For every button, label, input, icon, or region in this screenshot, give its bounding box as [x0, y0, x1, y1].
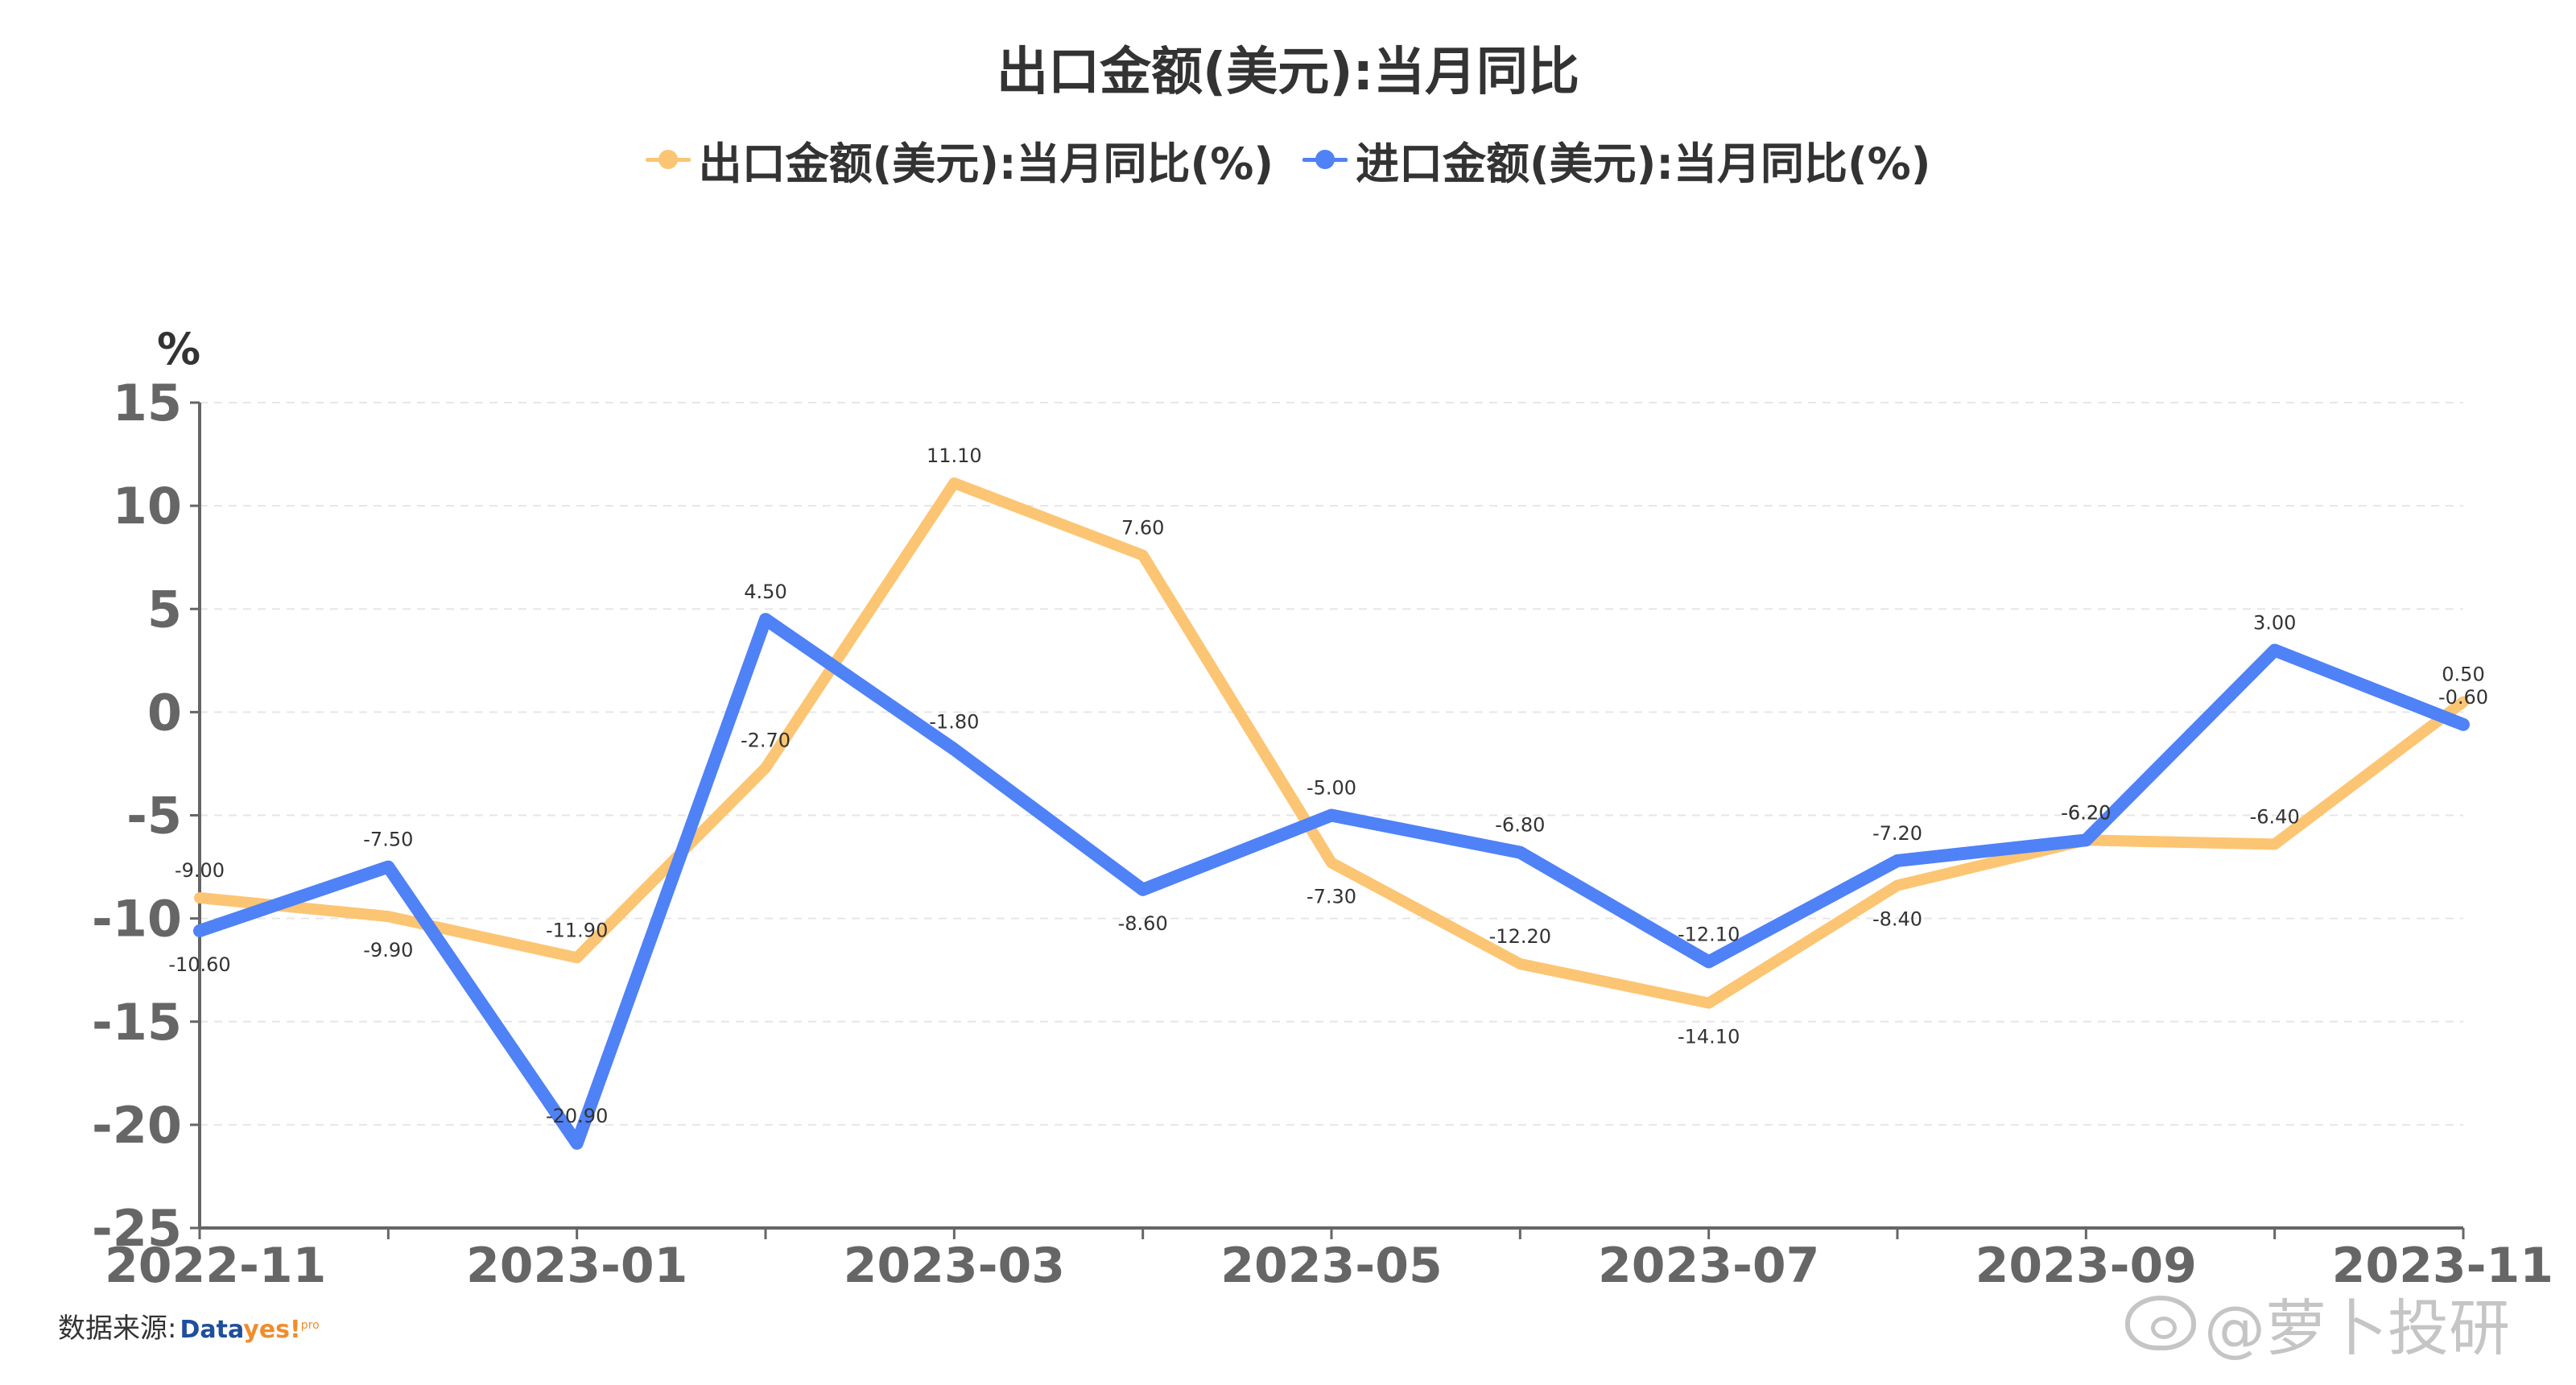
import-data-label: -6.80: [1495, 814, 1545, 837]
y-tick-label: -10: [92, 890, 182, 949]
export-series-line: [194, 477, 2469, 1009]
y-tick-label: -25: [92, 1199, 182, 1258]
watermark: @萝卜投研: [2125, 1279, 2510, 1367]
export-data-label: -7.30: [1307, 885, 1356, 907]
import-series-line: [193, 613, 2470, 1150]
export-data-label: -2.70: [741, 730, 791, 752]
source-brand-logo: Datayes!pro: [180, 1316, 319, 1344]
y-tick-label: -5: [126, 787, 182, 845]
import-data-label: -10.60: [168, 953, 230, 976]
brand-sup: pro: [300, 1319, 320, 1332]
brand-main: Data: [180, 1316, 244, 1344]
legend-swatch-export: [645, 150, 691, 169]
export-data-label: -6.40: [2250, 805, 2300, 828]
brand-accent: yes!: [243, 1316, 301, 1344]
x-tick-label: 2023-01: [466, 1238, 687, 1294]
legend-swatch-import: [1302, 150, 1348, 169]
export-data-label: -6.20: [2061, 801, 2111, 824]
import-data-label: 3.00: [2253, 612, 2296, 635]
export-data-label: 11.10: [927, 444, 982, 467]
y-tick-label: -20: [92, 1096, 182, 1155]
import-data-label: -7.20: [1872, 822, 1922, 845]
import-data-label: -20.90: [546, 1105, 608, 1127]
y-tick-label: 15: [113, 374, 182, 432]
x-tick-label: 2023-11: [2332, 1238, 2553, 1294]
x-tick-label: 2023-09: [1975, 1238, 2197, 1294]
y-axis-unit: %: [157, 324, 200, 374]
import-data-label: -5.00: [1307, 777, 1356, 800]
export-data-label: -9.00: [175, 859, 225, 882]
x-tick-label: 2023-07: [1598, 1238, 1819, 1294]
legend-label-export: 出口金额(美元):当月同比(%): [698, 138, 1274, 189]
import-data-label: -0.60: [2438, 686, 2488, 709]
export-data-label: -11.90: [546, 919, 608, 941]
watermark-text: @萝卜投研: [2204, 1292, 2510, 1364]
data-source: 数据来源: Datayes!pro: [58, 1306, 320, 1346]
import-data-label: -8.60: [1118, 912, 1168, 935]
export-data-label: -14.10: [1678, 1026, 1740, 1048]
import-data-label: 4.50: [744, 581, 786, 603]
x-tick-label: 2022-11: [105, 1238, 326, 1294]
import-data-label: -1.80: [929, 711, 979, 734]
export-data-label: 0.50: [2442, 664, 2484, 686]
x-tick-label: 2023-03: [844, 1238, 1065, 1294]
chart-title: 出口金额(美元):当月同比: [996, 43, 1580, 102]
export-data-label: -9.90: [363, 939, 413, 961]
import-data-label: -12.10: [1678, 923, 1740, 945]
source-label: 数据来源:: [58, 1313, 177, 1345]
export-data-label: -8.40: [1872, 908, 1922, 931]
legend-label-import: 进口金额(美元):当月同比(%): [1356, 138, 1931, 189]
weibo-icon: [2125, 1296, 2196, 1350]
chart-legend: 出口金额(美元):当月同比(%) 进口金额(美元):当月同比(%): [0, 127, 2576, 192]
legend-item-import[interactable]: 进口金额(美元):当月同比(%): [1302, 128, 1930, 192]
import-data-label: -6.20: [2061, 801, 2111, 824]
import-data-label: -7.50: [363, 829, 413, 851]
y-tick-label: 0: [147, 683, 182, 742]
y-tick-label: 5: [147, 580, 182, 639]
y-tick-label: -15: [92, 993, 182, 1052]
y-tick-label: 10: [113, 477, 182, 535]
export-data-label: 7.60: [1121, 517, 1164, 540]
export-data-label: -12.20: [1489, 925, 1551, 948]
x-tick-label: 2023-05: [1220, 1238, 1442, 1294]
legend-item-export[interactable]: 出口金额(美元):当月同比(%): [645, 128, 1274, 192]
